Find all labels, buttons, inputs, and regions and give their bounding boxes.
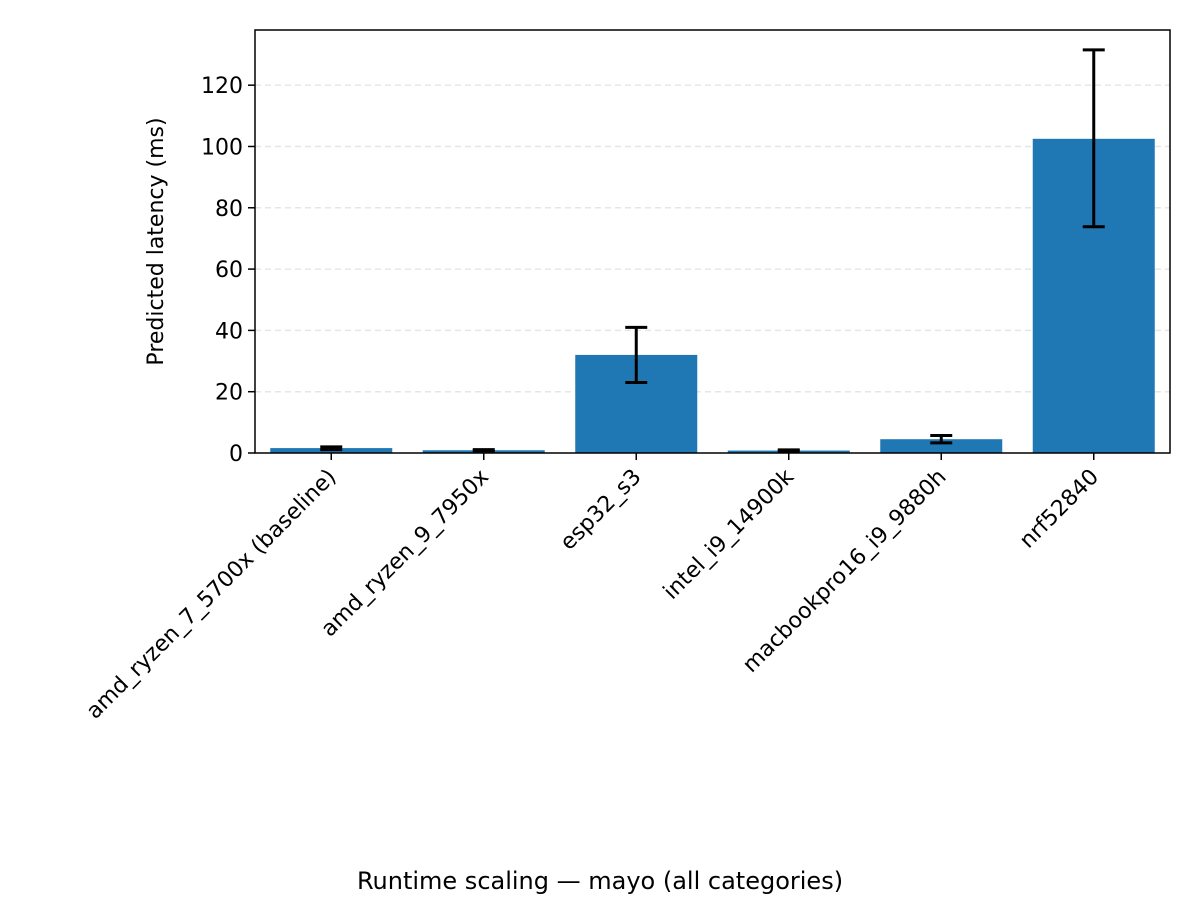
- error-bars: [320, 48, 1105, 453]
- error-bar: [472, 448, 495, 453]
- chart-caption: Runtime scaling — mayo (all categories): [357, 867, 843, 895]
- y-tick-label: 60: [215, 258, 243, 283]
- y-tick-label: 80: [215, 197, 243, 222]
- x-tick-label: nrf52840: [1015, 465, 1104, 554]
- x-tick-label: intel_i9_14900k: [659, 464, 799, 604]
- y-tick-label: 120: [201, 74, 243, 99]
- y-axis-ticks: 0 20 40 60 80 100 120: [201, 74, 255, 467]
- y-tick-label: 100: [201, 135, 243, 160]
- x-axis-ticks: amd_ryzen_7_5700x (baseline)amd_ryzen_9_…: [82, 453, 1104, 724]
- grid-lines: [255, 84, 1170, 393]
- x-tick-label: esp32_s3: [556, 465, 647, 556]
- error-bar: [625, 325, 648, 384]
- x-tick-label: amd_ryzen_9_7950x: [317, 465, 494, 642]
- error-bar: [930, 434, 953, 445]
- y-axis-label: Predicted latency (ms): [144, 117, 169, 365]
- bar: [880, 439, 1003, 453]
- error-bar: [777, 448, 800, 453]
- plot-frame: [254, 29, 1171, 454]
- error-bar: [1082, 48, 1105, 229]
- y-tick-label: 40: [215, 319, 243, 344]
- y-tick-label: 0: [229, 442, 243, 467]
- y-tick-label: 20: [215, 381, 243, 406]
- error-bar: [320, 445, 343, 452]
- bars: [270, 138, 1155, 453]
- x-tick-label: amd_ryzen_7_5700x (baseline): [82, 465, 342, 725]
